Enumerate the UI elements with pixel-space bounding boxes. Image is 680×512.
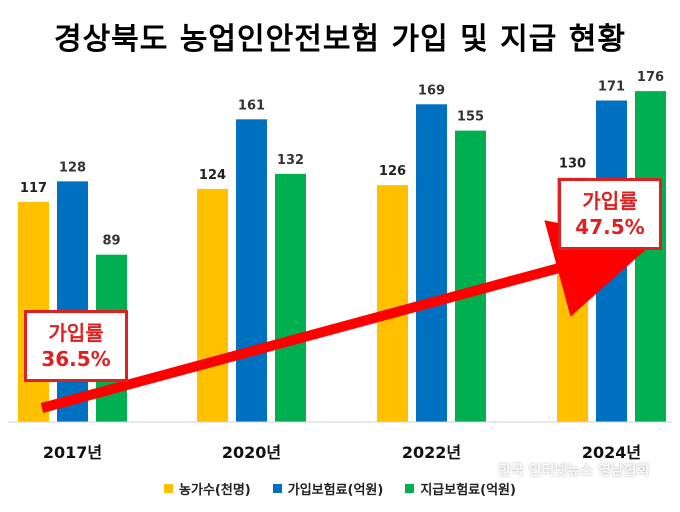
value-label-farms-2022년: 126 [379, 164, 406, 179]
growth-arrow [40, 220, 654, 413]
legend-label-payout: 지급보험료(억원) [420, 483, 516, 498]
callout-2024-value: 47.5% [575, 215, 645, 239]
bar-premium-2020년 [236, 119, 267, 422]
legend-label-farms: 농가수(천명) [179, 483, 251, 498]
category-label-2017년: 2017년 [43, 443, 102, 462]
callout-2017: 가입률 36.5% [24, 310, 128, 382]
legend-swatch-payout [405, 484, 415, 493]
value-label-premium-2024년: 171 [598, 80, 625, 95]
callout-2024: 가입률 47.5% [558, 178, 662, 250]
callout-2017-label: 가입률 [48, 321, 104, 345]
bar-payout-2022년 [455, 130, 486, 422]
value-label-premium-2022년: 169 [418, 83, 445, 98]
bar-farms-2022년 [377, 185, 408, 422]
legend-swatch-farms [164, 484, 174, 493]
bar-farms-2020년 [197, 188, 228, 422]
value-label-farms-2020년: 124 [199, 168, 226, 183]
value-label-premium-2017년: 128 [59, 160, 86, 175]
bar-premium-2022년 [416, 104, 447, 422]
value-label-farms-2017년: 117 [20, 181, 47, 196]
value-label-payout-2017년: 89 [102, 234, 120, 249]
legend-item-payout: 지급보험료(억원) [405, 479, 516, 498]
legend-label-premium: 가입보험료(억원) [287, 483, 384, 498]
category-label-2020년: 2020년 [222, 443, 281, 462]
value-label-farms-2024년: 130 [559, 157, 586, 172]
legend-item-farms: 농가수(천명) [164, 479, 251, 498]
legend-item-premium: 가입보험료(억원) [272, 479, 384, 498]
bar-premium-2017년 [57, 181, 88, 422]
chart-title: 경상북도 농업인안전보험 가입 및 지급 현황 [53, 22, 627, 57]
callout-2017-value: 36.5% [41, 347, 111, 371]
value-label-premium-2020년: 161 [238, 98, 265, 113]
bar-premium-2024년 [596, 100, 627, 423]
legend: 농가수(천명) 가입보험료(억원) 지급보험료(억원) [0, 479, 680, 498]
bar-payout-2020년 [275, 173, 306, 422]
legend-swatch-premium [272, 484, 282, 493]
bar-payout-2024년 [635, 91, 666, 423]
category-label-2022년: 2022년 [402, 443, 461, 462]
callout-2024-label: 가입률 [582, 189, 638, 213]
value-label-payout-2022년: 155 [457, 110, 484, 125]
value-label-payout-2020년: 132 [277, 153, 304, 168]
value-label-payout-2024년: 176 [637, 70, 664, 85]
watermark-text: 한국 인터넷뉴스 영남협회 [498, 463, 650, 479]
category-label-2024년: 2024년 [582, 443, 641, 462]
